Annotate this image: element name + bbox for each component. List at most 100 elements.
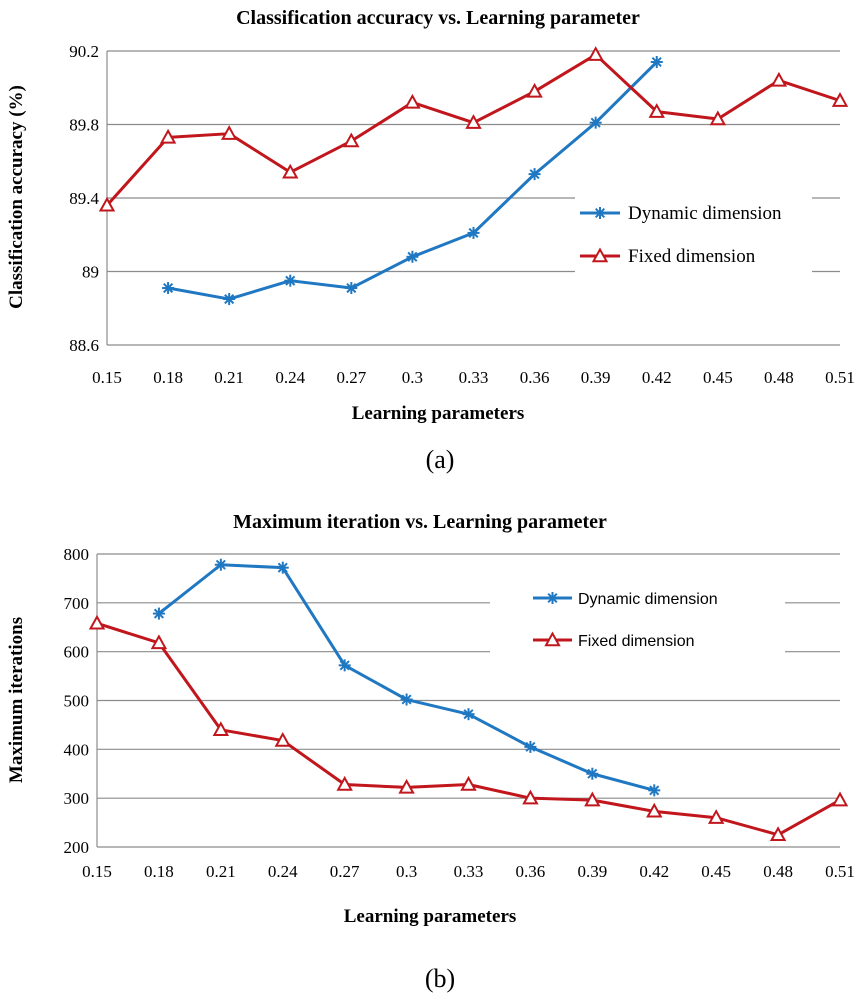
- chart-b-xtick-label: 0.48: [763, 862, 793, 881]
- chart-b-xtick-label: 0.27: [330, 862, 360, 881]
- chart-a-series-fixed-dimension-point: [343, 132, 360, 148]
- chart-a-title: Classification accuracy vs. Learning par…: [236, 7, 640, 29]
- chart-b-series-dynamic-dimension-point: [462, 708, 475, 721]
- chart-a-series-dynamic-dimension-point: [528, 168, 541, 181]
- chart-b-title: Maximum iteration vs. Learning parameter: [233, 511, 607, 533]
- chart-b-xtick-label: 0.45: [701, 862, 731, 881]
- chart-a-xtick-label: 0.51: [825, 368, 855, 387]
- chart-a-xtick-label: 0.39: [581, 368, 611, 387]
- chart-b-series-fixed-dimension-point: [460, 775, 477, 791]
- chart-b-legend-marker-fixed-dimension: [544, 631, 561, 647]
- chart-a-xtick-label: 0.45: [703, 368, 733, 387]
- chart-a-xlabel: Learning parameters: [352, 403, 525, 424]
- chart-a-series-dynamic-dimension-point: [467, 226, 480, 239]
- chart-a-ytick-label: 89: [82, 263, 99, 282]
- chart-b-series-fixed-dimension-point: [150, 634, 168, 650]
- chart-a-series-fixed-dimension-point: [98, 196, 116, 212]
- chart-b-series-fixed-dimension-point: [584, 791, 601, 807]
- chart-b-legend-marker-dynamic-dimension: [546, 592, 559, 604]
- chart-a-xtick-label: 0.15: [92, 368, 122, 387]
- chart-b-series-dynamic-dimension-point: [338, 659, 351, 672]
- chart-a-xtick-label: 0.27: [336, 368, 366, 387]
- chart-b-xtick-label: 0.3: [396, 862, 417, 881]
- chart-a: Classification accuracy vs. Learning par…: [6, 7, 855, 474]
- chart-b-ytick-label: 300: [64, 789, 90, 808]
- chart-b-xtick-label: 0.51: [825, 862, 855, 881]
- chart-a-xtick-label: 0.33: [459, 368, 489, 387]
- chart-b-ytick-label: 600: [64, 643, 90, 662]
- chart-b-ylabel: Maximum iterations: [6, 617, 27, 783]
- chart-a-xtick-label: 0.48: [764, 368, 794, 387]
- chart-a-series-fixed-dimension-point: [587, 46, 604, 61]
- chart-a-series-fixed-dimension-point: [648, 103, 665, 118]
- chart-b-legend-label-fixed-dimension: Fixed dimension: [578, 633, 695, 650]
- chart-a-series-dynamic-dimension-point: [284, 274, 297, 287]
- chart-a-ytick-label: 90.2: [69, 42, 99, 61]
- chart-a-xtick-label: 0.36: [520, 368, 550, 387]
- chart-a-series-fixed-dimension-point: [770, 71, 788, 87]
- chart-a-ytick-label: 89.8: [69, 116, 99, 135]
- chart-a-series-fixed-dimension-point: [831, 92, 849, 107]
- chart-a-series-fixed-dimension-line: [105, 53, 841, 207]
- chart-a-series-fixed-dimension-point: [220, 125, 238, 140]
- chart-a-series-fixed-dimension-point: [282, 163, 299, 179]
- chart-a-xtick-label: 0.18: [153, 368, 183, 387]
- chart-b-series-dynamic-dimension-point: [648, 784, 661, 797]
- chart-b-series-fixed-dimension-point: [831, 791, 849, 807]
- chart-a-xtick-label: 0.42: [642, 368, 672, 387]
- chart-b-xtick-label: 0.24: [268, 862, 298, 881]
- chart-b-xtick-label: 0.33: [454, 862, 484, 881]
- chart-a-ytick-label: 88.6: [69, 336, 99, 355]
- chart-a-xtick-label: 0.3: [402, 368, 423, 387]
- chart-a-legend-marker-fixed-dimension: [591, 247, 609, 263]
- chart-b-series-dynamic-dimension-point: [400, 693, 413, 706]
- chart-a-series-dynamic-dimension-point: [650, 56, 663, 69]
- chart-b-xtick-label: 0.36: [516, 862, 546, 881]
- chart-b-series-fixed-dimension-point: [88, 614, 106, 630]
- chart-b-xtick-label: 0.18: [144, 862, 174, 881]
- chart-b: Maximum iteration vs. Learning parameter…: [6, 511, 855, 993]
- chart-a-series-dynamic-dimension-point: [162, 282, 175, 295]
- chart-b-ytick-label: 500: [64, 692, 90, 711]
- chart-b-ytick-label: 800: [64, 545, 90, 564]
- chart-b-series-dynamic-dimension-point: [152, 607, 165, 620]
- chart-a-series-fixed-dimension-point: [709, 110, 727, 126]
- chart-b-xtick-label: 0.39: [577, 862, 607, 881]
- chart-a-series-fixed-dimension-point: [159, 128, 177, 144]
- chart-a-ytick-label: 89.4: [69, 189, 99, 208]
- chart-b-ytick-label: 200: [64, 838, 90, 857]
- chart-b-xtick-label: 0.42: [639, 862, 669, 881]
- chart-b-legend-label-dynamic-dimension: Dynamic dimension: [578, 591, 718, 608]
- chart-a-series-dynamic-dimension-point: [223, 293, 236, 306]
- chart-b-caption: (b): [425, 964, 455, 993]
- chart-a-caption: (a): [426, 445, 455, 474]
- chart-a-series-dynamic-dimension-point: [406, 250, 419, 263]
- chart-b-series-dynamic-dimension-point: [276, 561, 289, 574]
- chart-a-xtick-label: 0.21: [214, 368, 244, 387]
- chart-a-legend-label-dynamic-dimension: Dynamic dimension: [628, 203, 782, 224]
- chart-a-legend-marker-dynamic-dimension: [594, 207, 606, 219]
- chart-b-xtick-label: 0.21: [206, 862, 236, 881]
- chart-b-series-fixed-dimension-point: [398, 778, 415, 794]
- chart-b-ytick-label: 700: [64, 594, 90, 613]
- chart-b-ytick-label: 400: [64, 740, 90, 759]
- chart-b-series-dynamic-dimension-point: [524, 740, 537, 753]
- chart-a-series-dynamic-dimension-point: [589, 116, 602, 129]
- chart-a-ylabel: Classification accuracy (%): [6, 85, 27, 309]
- chart-a-xtick-label: 0.24: [275, 368, 305, 387]
- chart-a-series-fixed-dimension-point: [526, 82, 543, 98]
- chart-b-series-fixed-dimension-point: [769, 826, 787, 841]
- chart-b-series-fixed-dimension-point: [274, 731, 291, 747]
- chart-b-xlabel: Learning parameters: [344, 906, 517, 927]
- chart-b-series-dynamic-dimension-point: [214, 558, 227, 571]
- chart-a-legend-label-fixed-dimension: Fixed dimension: [628, 246, 756, 267]
- chart-b-series-fixed-dimension-point: [212, 721, 230, 736]
- chart-b-series-fixed-dimension-line: [96, 621, 841, 837]
- chart-a-series-fixed-dimension-point: [404, 93, 421, 109]
- chart-a-series-dynamic-dimension-point: [345, 282, 358, 295]
- chart-a-series-fixed-dimension-point: [465, 114, 482, 129]
- chart-b-series-fixed-dimension-point: [646, 802, 663, 818]
- chart-b-series-dynamic-dimension-point: [586, 767, 599, 780]
- chart-b-series-fixed-dimension-point: [522, 789, 539, 805]
